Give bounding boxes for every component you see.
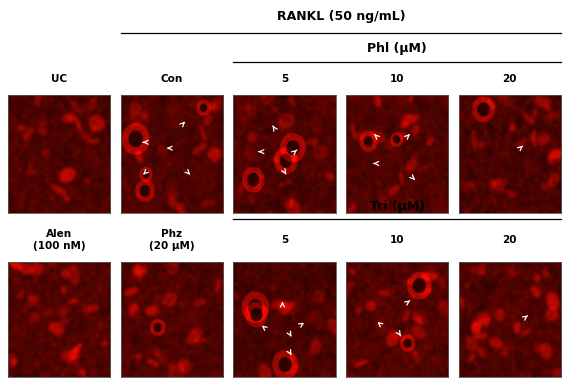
Text: 20: 20 bbox=[502, 235, 517, 245]
Text: RANKL (50 ng/mL): RANKL (50 ng/mL) bbox=[277, 10, 405, 23]
Text: 5: 5 bbox=[281, 74, 288, 83]
Text: UC: UC bbox=[51, 74, 67, 83]
Text: Phz
(20 μM): Phz (20 μM) bbox=[149, 229, 195, 251]
Text: Alen
(100 nM): Alen (100 nM) bbox=[33, 229, 85, 251]
Text: 10: 10 bbox=[390, 235, 405, 245]
Text: Phl (μM): Phl (μM) bbox=[367, 42, 427, 54]
Text: Con: Con bbox=[160, 74, 183, 83]
Text: Tri (μM): Tri (μM) bbox=[370, 200, 424, 213]
Text: 10: 10 bbox=[390, 74, 405, 83]
Text: 5: 5 bbox=[281, 235, 288, 245]
Text: 20: 20 bbox=[502, 74, 517, 83]
